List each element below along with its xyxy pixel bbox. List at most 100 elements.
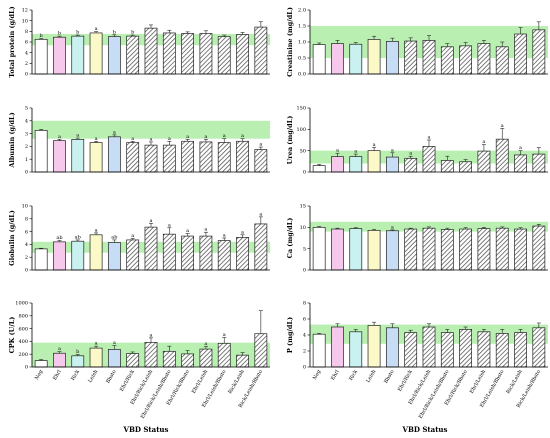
bar-neg (312, 333, 326, 368)
bar-ehrl-rick-bbsto (459, 329, 473, 368)
bar-rick-leish (236, 34, 249, 75)
significance-label: a (150, 136, 153, 142)
significance-label: a (428, 135, 431, 141)
bar-rick-leish (236, 140, 249, 173)
significance-label: a (409, 151, 412, 157)
bar-ehrl-rick-leish (144, 226, 158, 271)
y-axis-title: Creatinine (mg/dL) (286, 7, 294, 77)
bar-ehrl (331, 156, 344, 173)
significance-label: a (223, 133, 226, 139)
significance-label: a (113, 129, 116, 135)
significance-label: ab (75, 234, 81, 240)
bar-leish (367, 325, 381, 368)
y-tick-label: 100 (296, 127, 306, 133)
bar-leish (89, 347, 103, 368)
bar-ehrl-rick-bbsto (459, 161, 473, 173)
bar-rick-leish-bbsto (254, 26, 268, 75)
bar-ehrl-rick (126, 35, 140, 75)
bar-ehrl-leish-bbsto (217, 36, 231, 75)
bar-neg (34, 130, 48, 173)
bar-ehrl-rick (404, 228, 418, 271)
bar-ehrl-rick-leish-bbsto (162, 233, 176, 271)
significance-label: a (501, 123, 504, 129)
bar-ehrl-leish-bbsto (495, 227, 509, 271)
bar-ehrl (53, 352, 66, 368)
bar-ehrl-leish-bbsto (217, 342, 231, 368)
bar-ehrl-rick-leish-bbsto (162, 144, 176, 173)
bar-ehrl-rick (404, 157, 418, 173)
significance-label: a (223, 233, 226, 239)
significance-label: b (40, 33, 43, 39)
x-category-label: Bbsto (383, 369, 395, 385)
y-axis-title: Globulin (g/dL) (8, 210, 16, 266)
bar-rick-leish-bbsto (532, 29, 546, 75)
bar-rick-leish-bbsto (532, 225, 546, 271)
y-tick-label: 1.5 (298, 24, 306, 30)
x-category-label: Rick (70, 368, 81, 382)
bar-ehrl-rick-leish (144, 27, 158, 75)
bar-ehrl-rick (126, 142, 140, 173)
x-category-label: Ehrl (52, 369, 63, 382)
y-tick-label: 12 (22, 8, 28, 14)
significance-label: a (58, 346, 61, 352)
y-tick-label: 2.0 (298, 8, 306, 14)
bar-ehrl-leish (477, 331, 491, 368)
bar-ehrl-rick-bbsto (181, 33, 195, 75)
significance-label: b (76, 30, 79, 36)
bar-rick (71, 355, 85, 368)
significance-label: a (519, 145, 522, 151)
bar-bbsto (385, 327, 399, 368)
bar-bbsto (385, 41, 399, 75)
x-category-label: Neg (312, 368, 323, 381)
bar-ehrl-rick-leish-bbsto (440, 229, 454, 271)
bar-ehrl-leish-bbsto (495, 46, 509, 75)
bar-ehrl-leish (199, 235, 213, 271)
bar-ehrl-rick-leish (422, 326, 436, 368)
significance-label: a (204, 134, 207, 140)
significance-label: ab (111, 234, 117, 240)
bar-ehrl-leish (477, 228, 491, 271)
panel-total-protein-g-dl: b b b a b b 0 2 4 6 8 10 12 Total protein (g/dL) (8, 6, 270, 78)
bar-ehrl-leish-bbsto (217, 240, 231, 271)
bar-ehrl-leish-bbsto (495, 333, 509, 368)
significance-label: a (150, 332, 153, 338)
y-tick-label: 0.0 (298, 72, 306, 78)
panel-albumin-g-dl: a a a a a a a a a a a a 0 1 2 3 4 5 Albumin (g/dL) (8, 106, 270, 176)
bar-bbsto (107, 36, 121, 75)
significance-label: a (58, 134, 61, 140)
significance-label: a (391, 224, 394, 230)
bar-ehrl-rick-bbsto (459, 228, 473, 271)
significance-label: b (113, 29, 116, 35)
bar-rick-leish (514, 33, 527, 75)
bar-ehrl-rick (126, 239, 140, 271)
bar-ehrl (53, 241, 66, 271)
significance-label: a (95, 227, 98, 233)
y-tick-label: 3 (25, 131, 28, 137)
y-tick-label: 10 (22, 204, 28, 210)
y-tick-label: 1 (25, 157, 28, 163)
significance-label: a (113, 340, 116, 346)
y-tick-label: 2 (303, 349, 306, 355)
bar-bbsto (385, 156, 399, 173)
bar-ehrl-leish (199, 141, 213, 173)
bar-ehrl-rick-leish-bbsto (162, 32, 176, 75)
bar-ehrl (331, 43, 344, 75)
bar-ehrl-rick-leish (422, 40, 436, 75)
bar-rick-leish (514, 228, 527, 271)
bar-bbsto (385, 230, 399, 271)
bar-ehrl (331, 228, 344, 271)
panel-ca-mg-dl: a 0 5 10 15 Ca (mg/dL) (286, 204, 548, 274)
bar-ehrl-rick-bbsto (181, 235, 195, 271)
bar-ehrl (53, 36, 66, 75)
x-category-label: Bbsto (105, 369, 117, 385)
y-tick-label: 8 (25, 29, 28, 35)
bar-ehrl-leish (477, 43, 491, 75)
significance-label: a (95, 26, 98, 32)
bar-bbsto (107, 136, 121, 173)
bar-leish (367, 229, 381, 271)
significance-label: a (223, 332, 226, 338)
y-tick-label: 0 (303, 365, 306, 371)
bar-leish (89, 142, 103, 173)
bar-ehrl-leish (199, 348, 213, 368)
